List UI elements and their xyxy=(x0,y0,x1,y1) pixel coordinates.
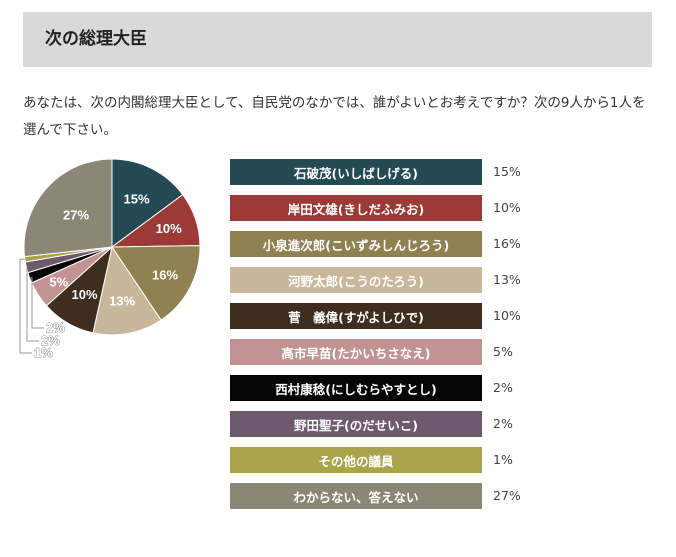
outside-slice-label: 2% xyxy=(41,333,60,348)
legend-value: 27% xyxy=(493,488,521,503)
outside-slice-label: 2% xyxy=(46,320,65,335)
legend-row: 石破茂(いしばしげる) 15% xyxy=(230,159,550,185)
slice-label: 16% xyxy=(152,268,178,283)
legend-row: 菅 義偉(すがよしひで) 10% xyxy=(230,303,550,329)
legend-row: 岸田文雄(きしだふみお) 10% xyxy=(230,195,550,221)
legend-value: 16% xyxy=(493,236,521,251)
slice-label: 13% xyxy=(109,294,135,309)
slice-label: 10% xyxy=(71,287,97,302)
slice-label: 10% xyxy=(156,221,182,236)
slice-label: 27% xyxy=(63,208,89,223)
legend-value: 13% xyxy=(493,272,521,287)
slice-label: 15% xyxy=(123,191,149,206)
legend-label: その他の議員 xyxy=(230,447,482,473)
pie-slice xyxy=(92,245,162,336)
legend-label: 河野太郎(こうのたろう) xyxy=(230,267,482,293)
legend-row: その他の議員 1% xyxy=(230,447,550,473)
legend-label: 石破茂(いしばしげる) xyxy=(230,159,482,185)
legend-row: わからない、答えない 27% xyxy=(230,483,550,509)
legend-row: 西村康稔(にしむらやすとし) 2% xyxy=(230,375,550,401)
legend-value: 2% xyxy=(493,416,513,431)
legend-row: 河野太郎(こうのたろう) 13% xyxy=(230,267,550,293)
legend-value: 10% xyxy=(493,308,521,323)
legend-row: 小泉進次郎(こいずみしんじろう) 16% xyxy=(230,231,550,257)
legend-label: 岸田文雄(きしだふみお) xyxy=(230,195,482,221)
legend-value: 2% xyxy=(493,380,513,395)
pie-slice xyxy=(111,158,184,248)
leader-line xyxy=(26,266,39,342)
page-title: 次の総理大臣 xyxy=(45,29,147,49)
chart-legend: 石破茂(いしばしげる) 15% 岸田文雄(きしだふみお) 10% 小泉進次郎(こいずみし… xyxy=(230,159,550,519)
legend-label: 高市早苗(たかいちさなえ) xyxy=(230,339,482,365)
legend-row: 高市早苗(たかいちさなえ) 5% xyxy=(230,339,550,365)
legend-value: 10% xyxy=(493,200,521,215)
leader-line xyxy=(19,258,32,354)
legend-row: 野田聖子(のだせいこ) 2% xyxy=(230,411,550,437)
legend-value: 1% xyxy=(493,452,513,467)
pie-chart: 15% 10% 16% 13% 10% 5% 27% 2% 2% 1% xyxy=(0,150,215,375)
header-bar: 次の総理大臣 xyxy=(23,12,652,67)
question-text: あなたは、次の内閣総理大臣として、自民党のなかでは、誰がよいとお考えですか？次の… xyxy=(23,95,646,138)
pie-slice xyxy=(111,245,201,321)
pie-chart-svg: 15%10%16%13%10%5%27%2%2%1% xyxy=(19,158,201,360)
pie-slice xyxy=(23,158,113,258)
legend-value: 15% xyxy=(493,164,521,179)
legend-label: わからない、答えない xyxy=(230,483,482,509)
legend-label: 野田聖子(のだせいこ) xyxy=(230,411,482,437)
slice-label: 5% xyxy=(49,275,68,290)
legend-label: 小泉進次郎(こいずみしんじろう) xyxy=(230,231,482,257)
legend-value: 5% xyxy=(493,344,513,359)
leader-line xyxy=(29,277,44,329)
legend-label: 菅 義偉(すがよしひで) xyxy=(230,303,482,329)
outside-slice-label: 1% xyxy=(34,345,53,360)
legend-label: 西村康稔(にしむらやすとし) xyxy=(230,375,482,401)
